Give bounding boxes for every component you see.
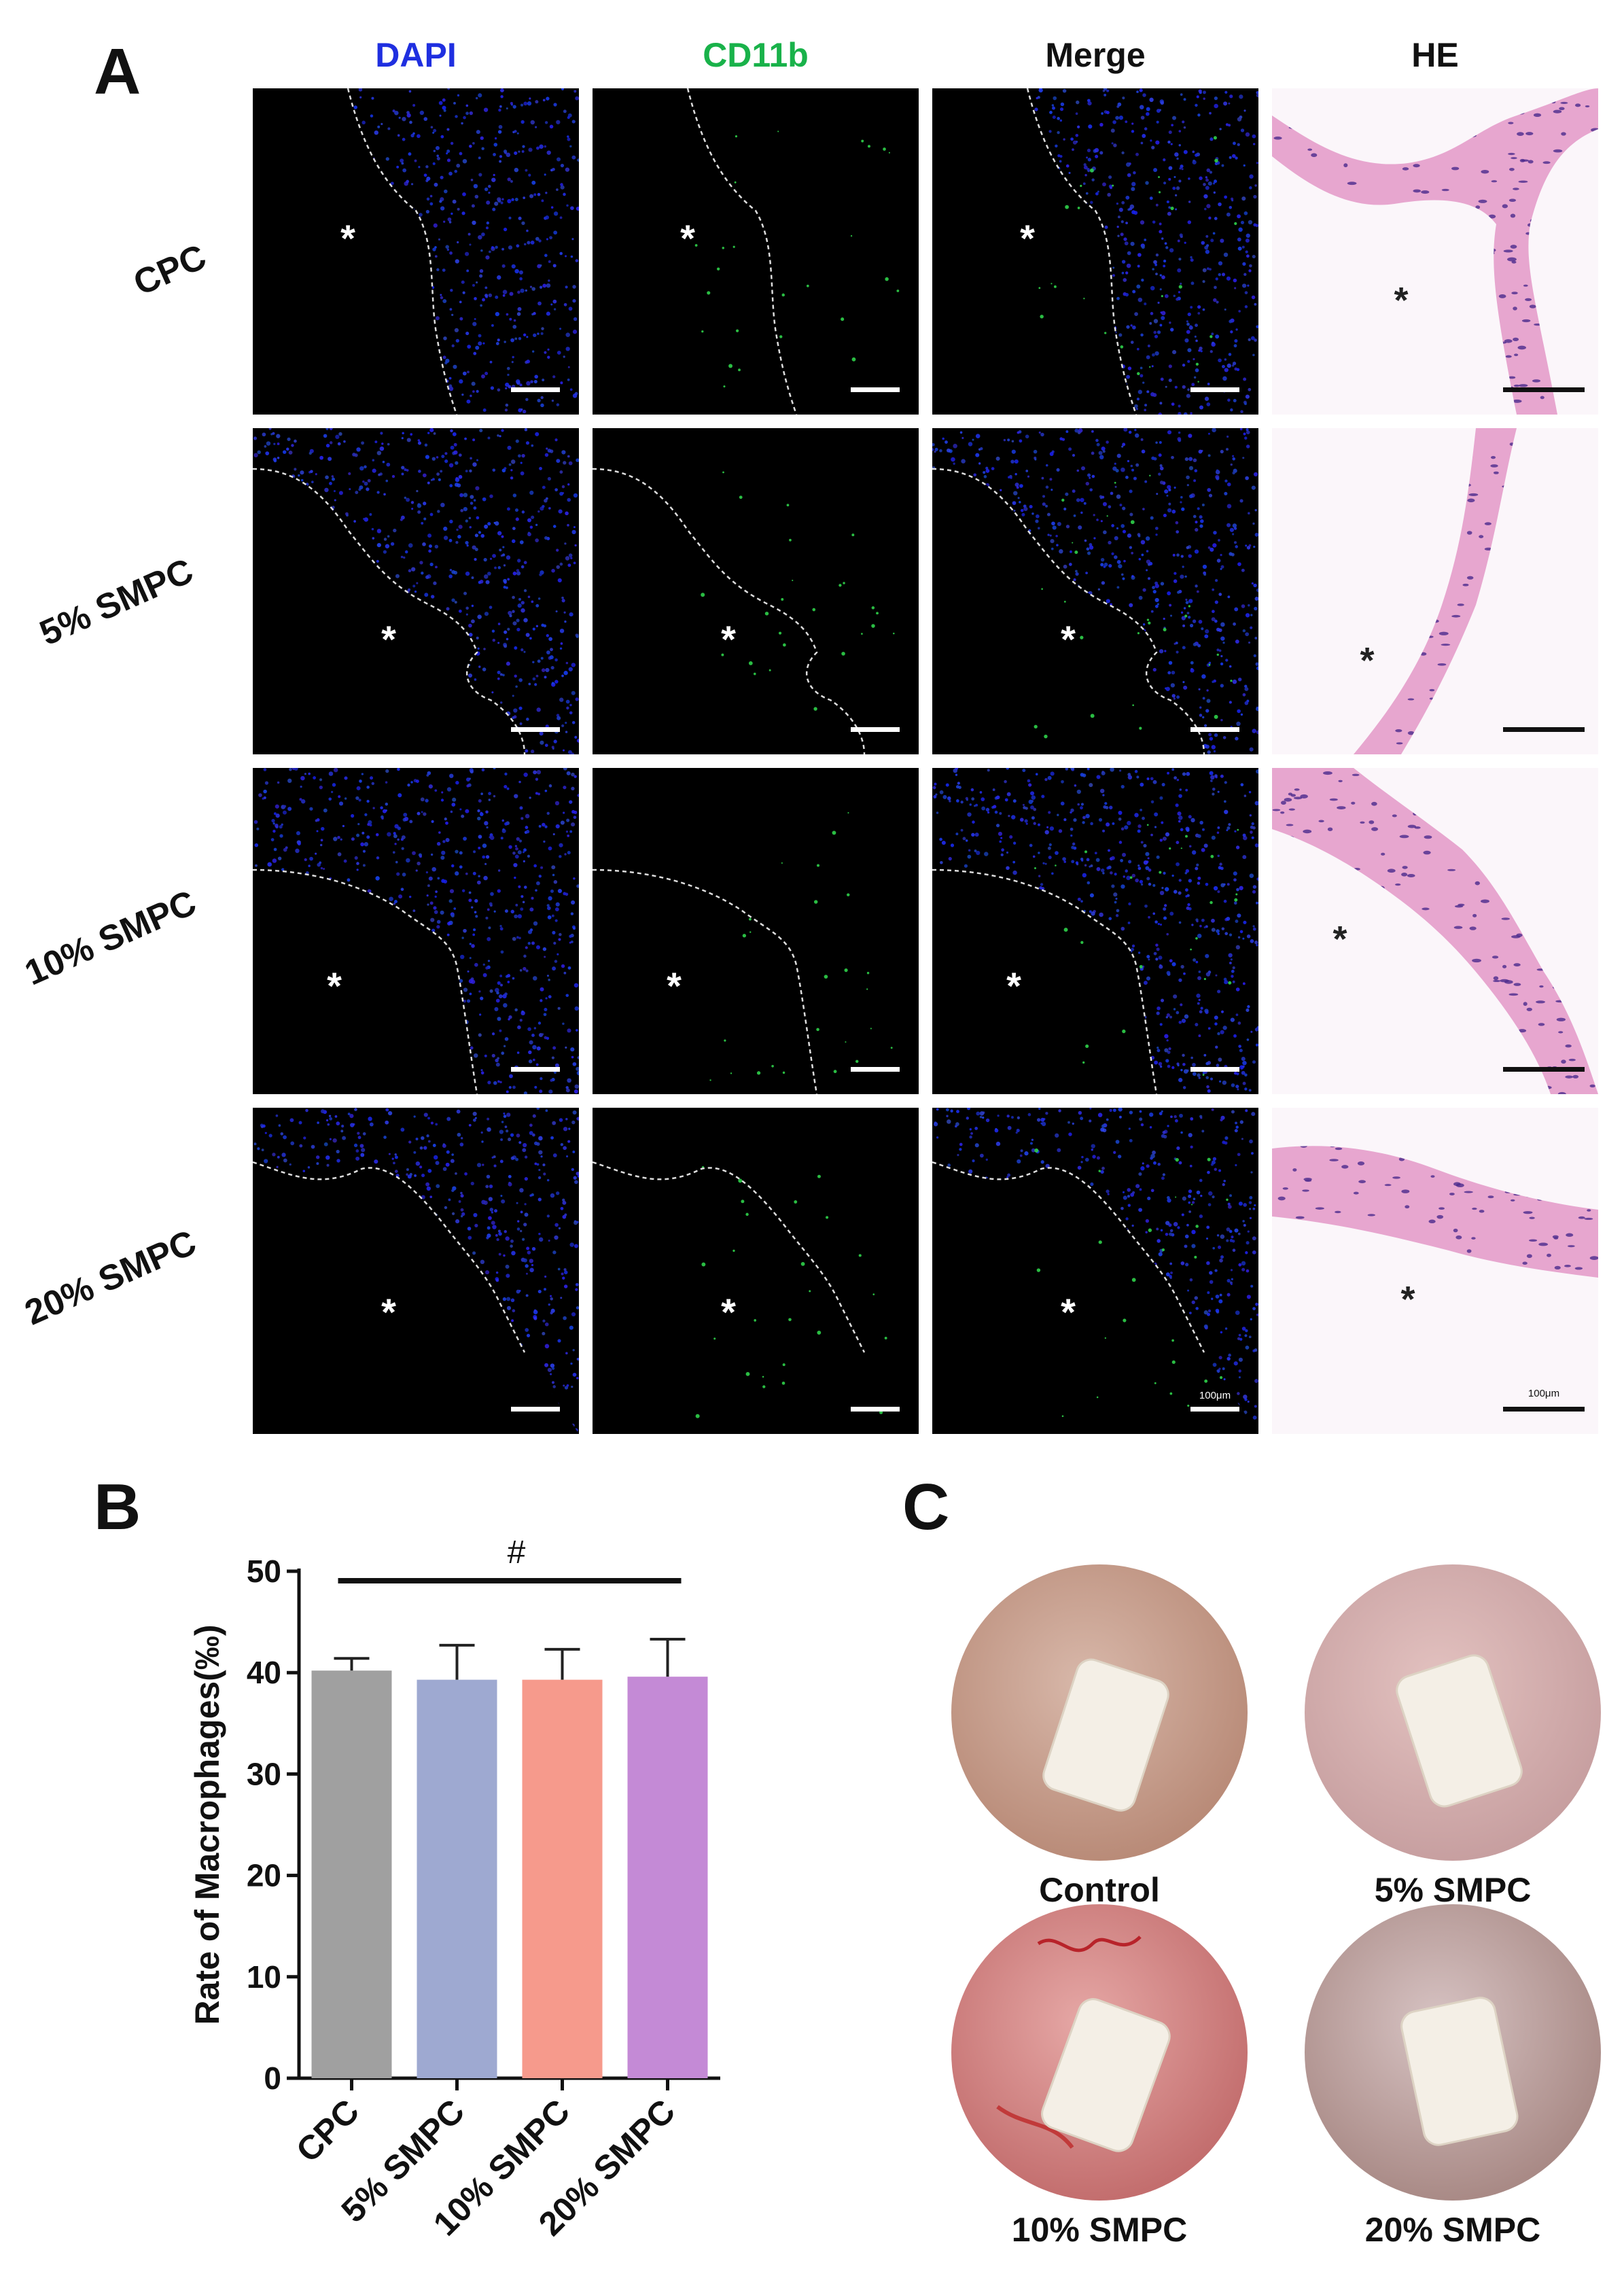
micrograph-cd11b-10-smpc: * — [593, 768, 919, 1094]
scale-bar — [1503, 1407, 1585, 1412]
lumen-asterisk: * — [721, 1291, 736, 1333]
implant-photo-20-smpc — [1303, 1903, 1602, 2202]
micrograph-dapi-5-smpc: * — [253, 428, 579, 754]
lumen-asterisk: * — [680, 217, 695, 260]
he-stain-20-smpc: * 100μm — [1272, 1108, 1598, 1434]
row-label-cpc: CPC — [128, 236, 213, 304]
column-header-merge: Merge — [1045, 36, 1146, 74]
scale-bar — [511, 1067, 560, 1072]
lumen-asterisk: * — [1020, 217, 1035, 260]
photo-caption-20-smpc: 20% SMPC — [1364, 2211, 1541, 2249]
micrograph-cd11b-20-smpc: * — [593, 1108, 919, 1434]
he-stain-cpc: * — [1272, 88, 1598, 415]
scale-bar — [851, 1067, 900, 1072]
photo-caption-10-smpc: 10% SMPC — [1011, 2211, 1188, 2249]
y-tick-label: 0 — [264, 2061, 281, 2096]
he-stain-10-smpc: * — [1272, 768, 1598, 1094]
y-tick-label: 40 — [247, 1655, 281, 1690]
lumen-asterisk: * — [1332, 919, 1347, 960]
lumen-asterisk: * — [667, 964, 682, 1007]
implant-photo-control — [950, 1563, 1249, 1862]
scale-bar — [851, 727, 900, 732]
micrograph-dapi-20-smpc: * — [253, 1108, 579, 1434]
scale-bar — [1503, 1067, 1585, 1072]
column-header-cd11b: CD11b — [703, 36, 809, 74]
micrograph-dapi-10-smpc: * — [253, 768, 579, 1094]
scale-bar-label: 100μm — [1528, 1388, 1559, 1399]
lumen-asterisk: * — [1394, 280, 1408, 321]
panel-a-letter: A — [94, 35, 141, 108]
scale-bar-label: 100μm — [1199, 1390, 1231, 1401]
implant-scaffold — [1041, 1998, 1171, 2152]
y-tick-label: 20 — [247, 1858, 281, 1893]
row-label-5-smpc: 5% SMPC — [34, 550, 199, 654]
scale-bar — [1190, 1407, 1239, 1412]
lumen-asterisk: * — [1360, 640, 1374, 681]
scale-bar — [1503, 727, 1585, 732]
lumen-asterisk: * — [1061, 1291, 1076, 1333]
panel-b-letter: B — [94, 1471, 141, 1543]
implant-scaffold — [1042, 1658, 1169, 1812]
micrograph-cd11b-5-smpc: * — [593, 428, 919, 754]
scale-bar — [851, 387, 900, 392]
y-tick-label: 30 — [247, 1756, 281, 1791]
implant-scaffold — [1400, 1997, 1519, 2146]
bar-0 — [311, 1670, 392, 2078]
lumen-asterisk: * — [1006, 964, 1021, 1007]
x-tick-label: CPC — [289, 2092, 366, 2169]
panel-c-letter: C — [902, 1471, 950, 1543]
row-label-10-smpc: 10% SMPC — [19, 883, 202, 994]
implant-photo-5-smpc — [1303, 1563, 1602, 1862]
y-tick-label: 50 — [247, 1554, 281, 1589]
lumen-asterisk: * — [721, 618, 736, 661]
photo-caption-control: Control — [1039, 1871, 1160, 1909]
photo-caption-5-smpc: 5% SMPC — [1374, 1871, 1532, 1909]
micrograph-merge-cpc: * — [932, 88, 1258, 415]
column-header-he: HE — [1411, 36, 1459, 74]
y-tick-label: 10 — [247, 1959, 281, 1995]
significance-marker: # — [508, 1535, 526, 1571]
implant-scaffold — [1396, 1654, 1523, 1808]
lumen-asterisk: * — [340, 217, 355, 260]
micrograph-cd11b-cpc: * — [593, 88, 919, 415]
y-axis-label: Rate of Macrophages(‰) — [188, 1625, 226, 2025]
scale-bar — [1190, 1067, 1239, 1072]
scale-bar — [511, 1407, 560, 1412]
bar-1 — [417, 1679, 497, 2078]
micrograph-dapi-cpc: * — [253, 88, 579, 415]
lumen-asterisk: * — [381, 1291, 396, 1333]
bar-2 — [522, 1679, 603, 2078]
scale-bar — [1190, 387, 1239, 392]
lumen-asterisk: * — [1400, 1279, 1415, 1320]
bar-3 — [627, 1677, 708, 2078]
column-header-dapi: DAPI — [375, 36, 457, 74]
row-label-20-smpc: 20% SMPC — [19, 1223, 202, 1333]
micrograph-merge-20-smpc: * 100μm — [932, 1108, 1258, 1434]
lumen-asterisk: * — [381, 618, 396, 661]
lumen-asterisk: * — [1061, 618, 1076, 661]
he-stain-5-smpc: * — [1272, 428, 1598, 754]
scale-bar — [1503, 387, 1585, 392]
micrograph-merge-10-smpc: * — [932, 768, 1258, 1094]
implant-photo-10-smpc — [950, 1903, 1249, 2202]
scale-bar — [851, 1407, 900, 1412]
scale-bar — [1190, 727, 1239, 732]
scale-bar — [511, 727, 560, 732]
scale-bar — [511, 387, 560, 392]
micrograph-merge-5-smpc: * — [932, 428, 1258, 754]
lumen-asterisk: * — [327, 964, 342, 1007]
